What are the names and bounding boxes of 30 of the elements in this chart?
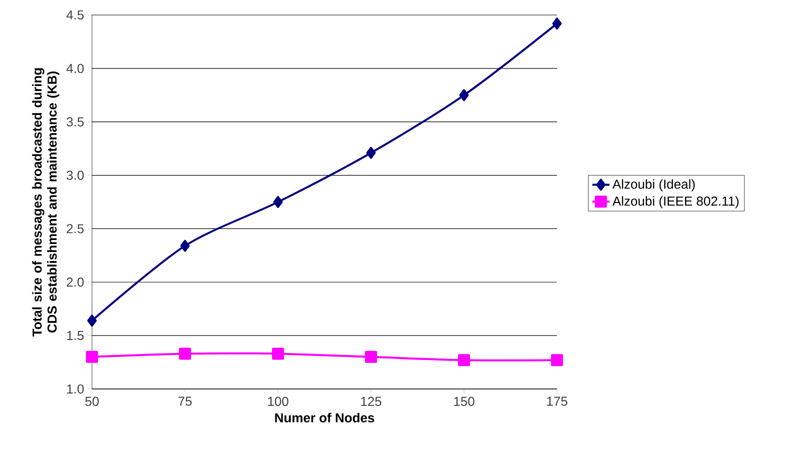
point bbox=[86, 350, 98, 363]
point bbox=[179, 348, 192, 360]
point bbox=[551, 354, 563, 366]
y-tick-label: 4.5 bbox=[66, 10, 84, 20]
y-tick-label: 1.0 bbox=[67, 384, 84, 394]
legend-label: Alzoubi (Ideal) bbox=[612, 179, 695, 192]
y-tick-label: 1.5 bbox=[67, 331, 84, 340]
legend-label: Alzoubi (IEEE 802.11) bbox=[612, 196, 739, 208]
point bbox=[180, 240, 190, 252]
point bbox=[458, 354, 470, 366]
point bbox=[552, 18, 562, 30]
x-tick-label: 100 bbox=[268, 396, 288, 406]
x-tick-label: 75 bbox=[178, 396, 192, 406]
x-tick-label: 175 bbox=[547, 396, 568, 406]
point bbox=[273, 196, 283, 208]
point bbox=[365, 350, 378, 363]
y-tick-label: 2.0 bbox=[66, 278, 84, 287]
point bbox=[87, 314, 97, 327]
x-axis-title: Numer of Nodes bbox=[275, 412, 374, 422]
y-tick-label: 4.0 bbox=[66, 64, 84, 74]
y-tick-label: 3.0 bbox=[66, 170, 84, 180]
point bbox=[366, 146, 376, 159]
point bbox=[459, 89, 469, 102]
y-axis-title: Total size of messages broadcasted during CDS establishment and maintenance (KB) bbox=[32, 68, 60, 336]
x-tick-label: 150 bbox=[454, 396, 474, 406]
x-tick-label: 125 bbox=[361, 396, 382, 406]
y-tick-label: 3.5 bbox=[66, 117, 84, 126]
point bbox=[272, 348, 284, 360]
y-tick-label: 2.5 bbox=[66, 224, 84, 234]
x-tick-label: 50 bbox=[85, 396, 99, 406]
